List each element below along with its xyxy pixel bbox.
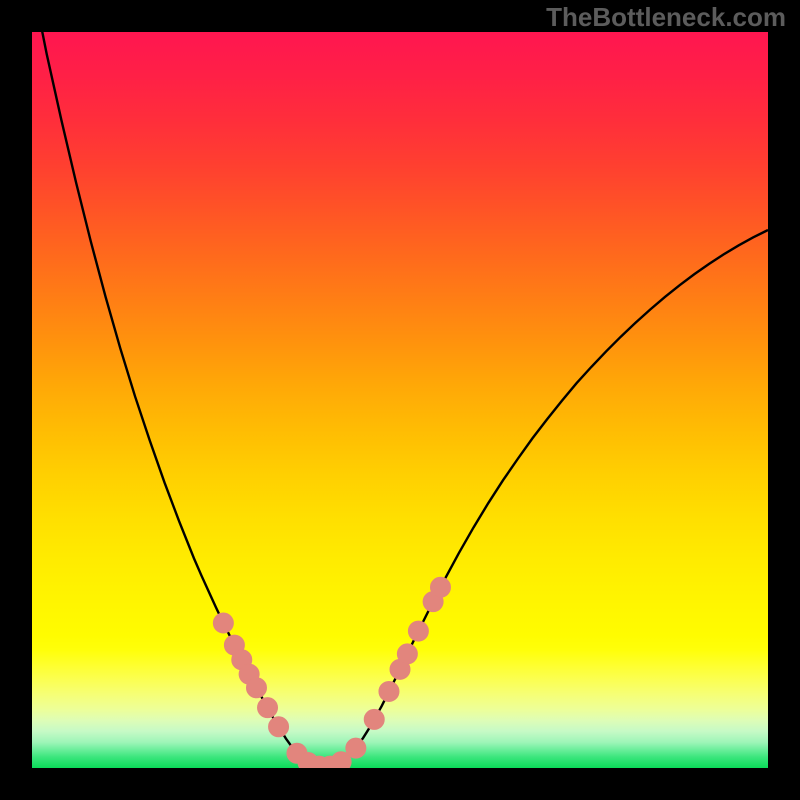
- curve-marker: [379, 681, 399, 701]
- curve-marker: [213, 613, 233, 633]
- curve-marker: [364, 709, 384, 729]
- curve-marker: [258, 698, 278, 718]
- curve-marker: [246, 678, 266, 698]
- attribution-watermark: TheBottleneck.com: [546, 2, 786, 32]
- curve-marker: [408, 621, 428, 641]
- bottleneck-curve-chart: TheBottleneck.com: [0, 0, 800, 800]
- curve-marker: [346, 738, 366, 758]
- curve-marker: [430, 577, 450, 597]
- curve-marker: [269, 717, 289, 737]
- chart-container: TheBottleneck.com: [0, 0, 800, 800]
- curve-marker: [397, 644, 417, 664]
